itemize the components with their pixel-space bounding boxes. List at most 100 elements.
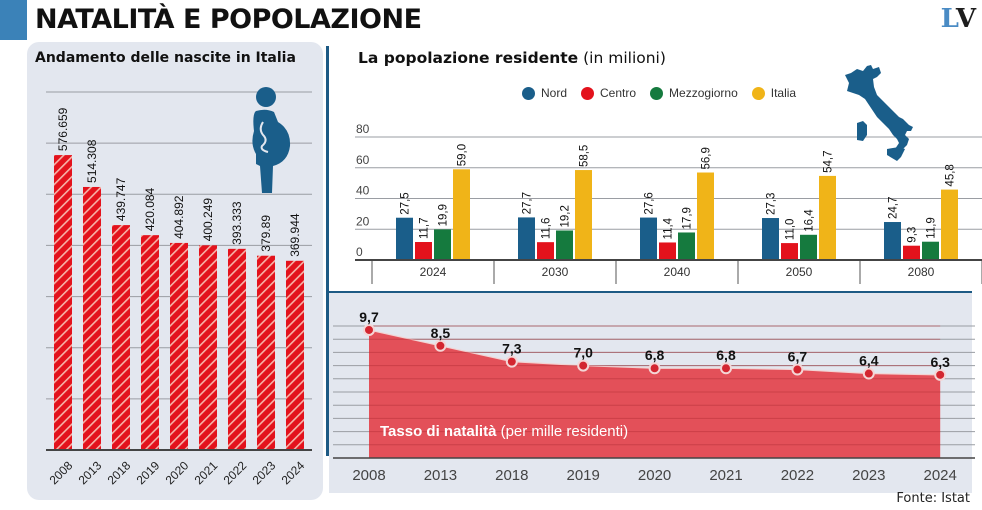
bar [199, 245, 217, 450]
data-label: 19,9 [438, 204, 450, 226]
area-chart-title: Tasso di natalità (per mille residenti) [380, 423, 628, 440]
bar-centro [415, 242, 432, 260]
data-label: 24,7 [888, 197, 900, 219]
y-tick-label: 80 [356, 122, 370, 136]
pregnant-woman-icon [252, 87, 291, 193]
data-label: 58,5 [579, 145, 591, 167]
data-label: 404.892 [172, 195, 186, 239]
bar [83, 186, 101, 450]
data-label: 27,3 [766, 193, 778, 215]
data-label: 6,8 [716, 347, 736, 363]
bar-mezzogiorno [922, 241, 939, 260]
bar-italia [941, 189, 958, 260]
bar-centro [781, 243, 798, 260]
x-tick-label: 2018 [495, 467, 528, 484]
data-label: 379.89 [259, 215, 273, 252]
data-label: 6,8 [645, 347, 665, 363]
bar-centro [659, 242, 676, 260]
data-point [934, 368, 947, 381]
data-label: 16,4 [804, 209, 816, 232]
legend-label: Nord [541, 86, 568, 100]
data-label: 393.333 [230, 201, 244, 245]
data-label: 59,0 [457, 144, 469, 166]
data-label: 27,7 [522, 192, 534, 214]
bar [228, 248, 246, 450]
data-label: 6,3 [930, 354, 950, 370]
legend-dot-italia [751, 86, 765, 100]
births-chart-title: Andamento delle nascite in Italia [35, 50, 296, 66]
legend-dot-mezzogiorno [650, 86, 664, 100]
data-label: 11,0 [785, 219, 797, 241]
data-label: 9,7 [359, 309, 379, 325]
bar [286, 260, 304, 450]
birth-rate-chart: 9,7 2008 8,5 2013 7,3 2018 7,0 2019 6,8 2020 6,8 20… [333, 309, 975, 484]
x-tick-label: 2022 [221, 458, 250, 487]
data-label: 45,8 [945, 164, 957, 186]
y-tick-label: 60 [356, 153, 370, 167]
population-chart: 02040608027,511,719,959,0202427,711,619,… [355, 122, 982, 284]
data-point [648, 362, 661, 375]
data-label: 8,5 [431, 325, 451, 341]
bar-italia [453, 169, 470, 260]
bar [170, 242, 188, 450]
data-label: 27,6 [644, 192, 656, 214]
population-title-main: La popolazione residente [358, 49, 579, 67]
data-label: 576.659 [56, 107, 70, 151]
bar [54, 155, 72, 450]
y-tick-label: 20 [356, 214, 370, 228]
x-tick-label: 2022 [781, 467, 814, 484]
x-tick-label: 2008 [352, 467, 385, 484]
data-point [505, 355, 518, 368]
legend-item-mezzogiorno: Mezzogiorno [650, 86, 738, 100]
legend-dot-centro [581, 86, 595, 100]
data-label: 439.747 [114, 177, 128, 221]
bar-mezzogiorno [678, 232, 695, 260]
x-tick-label: 2024 [279, 458, 308, 487]
source-note: Fonte: Istat [896, 491, 970, 506]
data-label: 11,4 [663, 217, 675, 239]
italy-map-icon [845, 65, 913, 161]
x-tick-label: 2013 [424, 467, 457, 484]
bar-nord [518, 217, 535, 260]
x-tick-label: 2013 [76, 458, 105, 487]
bar-italia [697, 172, 714, 260]
bar [257, 255, 275, 450]
x-tick-label: 2040 [664, 265, 691, 279]
bar-italia [575, 170, 592, 260]
bar [112, 225, 130, 450]
data-label: 369.944 [288, 213, 302, 257]
data-point [791, 363, 804, 376]
legend-item-centro: Centro [581, 86, 636, 100]
logo-letter-v: V [955, 4, 976, 34]
area-chart-title-suffix: (per mille residenti) [496, 423, 628, 440]
bar-mezzogiorno [800, 234, 817, 260]
data-point [363, 323, 375, 336]
population-chart-title: La popolazione residente (in milioni) [358, 49, 666, 67]
legend-label: Mezzogiorno [669, 86, 738, 100]
y-tick-label: 0 [356, 245, 363, 259]
x-tick-label: 2018 [105, 458, 134, 487]
x-tick-label: 2019 [134, 458, 163, 487]
data-point [720, 362, 732, 375]
x-tick-label: 2080 [908, 265, 935, 279]
x-tick-label: 2023 [250, 458, 279, 487]
bar-mezzogiorno [434, 229, 451, 260]
data-label: 27,5 [400, 192, 412, 214]
data-label: 9,3 [907, 227, 919, 243]
data-label: 19,2 [560, 205, 572, 227]
data-label: 11,6 [541, 218, 553, 240]
x-tick-label: 2023 [852, 467, 885, 484]
bar-mezzogiorno [556, 230, 573, 260]
data-label: 11,7 [419, 217, 431, 239]
legend-dot-nord [522, 86, 535, 100]
data-point [434, 339, 447, 352]
birth-rate-top-border [327, 291, 972, 294]
x-tick-label: 2050 [786, 265, 813, 279]
data-label: 7,3 [502, 341, 522, 357]
data-label: 400.249 [201, 198, 215, 242]
y-tick-label: 40 [356, 184, 370, 198]
legend-label: Italia [770, 86, 797, 100]
x-tick-label: 2020 [163, 458, 192, 487]
x-tick-label: 2020 [638, 467, 671, 484]
x-tick-label: 2008 [47, 458, 76, 487]
